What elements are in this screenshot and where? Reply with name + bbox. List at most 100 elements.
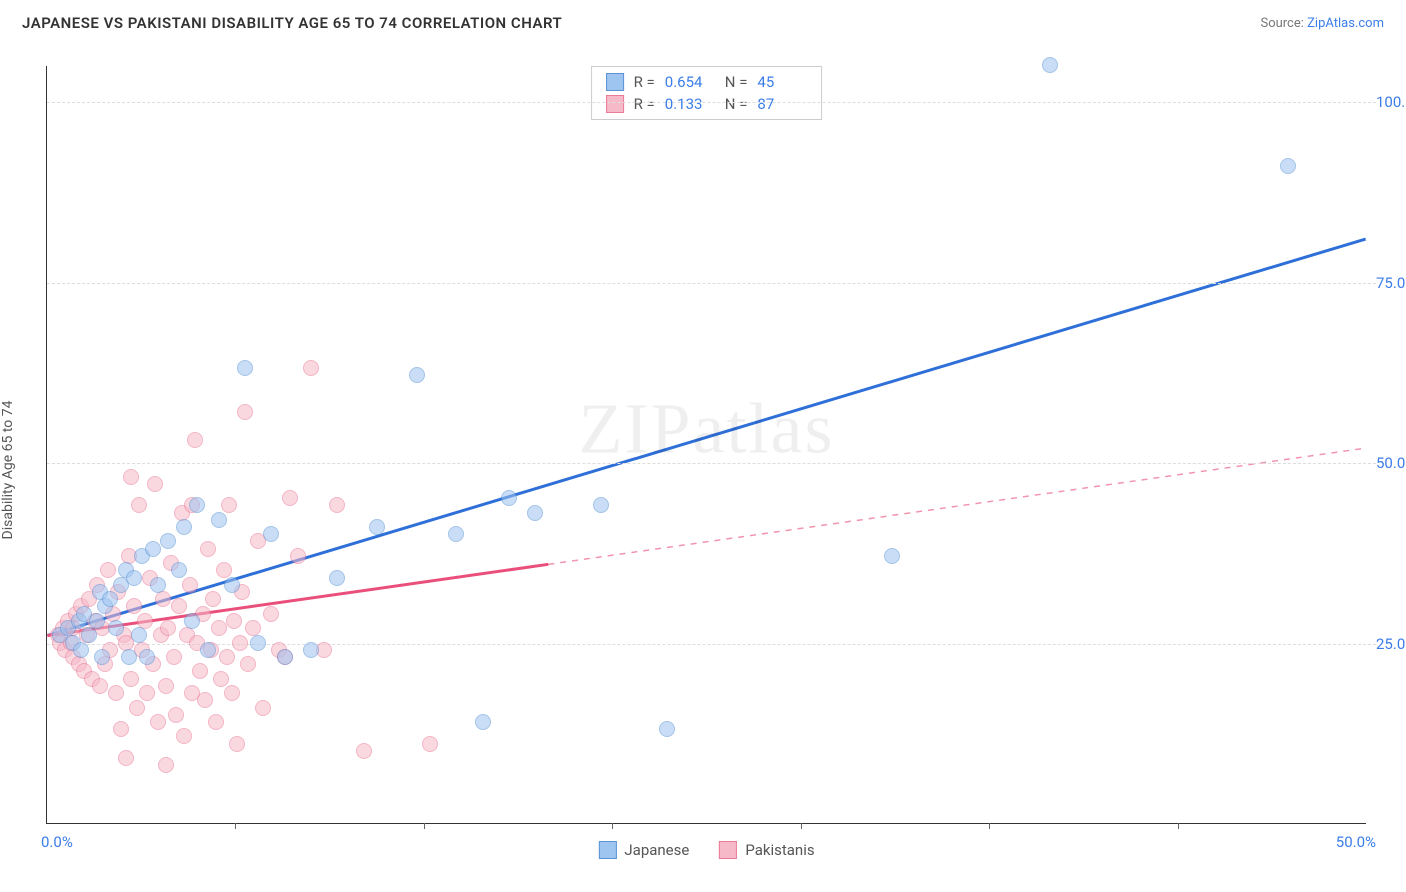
data-point: [232, 635, 248, 651]
data-point: [290, 548, 306, 564]
data-point: [131, 627, 147, 643]
data-point: [118, 750, 134, 766]
data-point: [176, 728, 192, 744]
data-point: [147, 476, 163, 492]
data-point: [1042, 57, 1058, 73]
data-point: [150, 714, 166, 730]
data-point: [81, 627, 97, 643]
data-point: [659, 721, 675, 737]
y-tick-label: 50.0%: [1376, 454, 1406, 472]
data-point: [121, 649, 137, 665]
x-minor-tick: [235, 823, 236, 829]
data-point: [129, 700, 145, 716]
data-point: [155, 591, 171, 607]
data-point: [237, 404, 253, 420]
data-point: [108, 685, 124, 701]
data-point: [200, 541, 216, 557]
gridline-h: [47, 102, 1376, 103]
data-point: [303, 642, 319, 658]
data-point: [160, 620, 176, 636]
legend-label: Pakistanis: [745, 841, 814, 859]
series-legend: Japanese Pakistanis: [598, 841, 814, 859]
data-point: [158, 757, 174, 773]
data-point: [229, 736, 245, 752]
n-value: 45: [757, 73, 807, 91]
data-point: [73, 642, 89, 658]
data-point: [255, 700, 271, 716]
data-point: [89, 613, 105, 629]
data-point: [208, 714, 224, 730]
data-point: [102, 591, 118, 607]
gridline-h: [47, 463, 1376, 464]
data-point: [171, 598, 187, 614]
data-point: [224, 577, 240, 593]
data-point: [187, 432, 203, 448]
data-point: [369, 519, 385, 535]
x-tick-label: 0.0%: [41, 833, 73, 851]
data-point: [200, 642, 216, 658]
legend-label: Japanese: [624, 841, 689, 859]
trend-lines: [47, 66, 1366, 823]
legend-swatch: [606, 95, 624, 113]
data-point: [303, 360, 319, 376]
data-point: [277, 649, 293, 665]
data-point: [94, 649, 110, 665]
data-point: [263, 606, 279, 622]
data-point: [240, 656, 256, 672]
data-point: [197, 692, 213, 708]
plot-region: ZIPatlas R =0.654N =45R =0.133N =87 Japa…: [46, 66, 1366, 824]
data-point: [182, 577, 198, 593]
x-tick-label: 50.0%: [1336, 833, 1376, 851]
legend-item: Pakistanis: [719, 841, 814, 859]
data-point: [108, 620, 124, 636]
data-point: [527, 505, 543, 521]
legend-swatch: [719, 841, 737, 859]
y-tick-label: 100.0%: [1376, 93, 1406, 111]
data-point: [422, 736, 438, 752]
data-point: [126, 598, 142, 614]
legend-swatch: [598, 841, 616, 859]
chart-area: Disability Age 65 to 74 ZIPatlas R =0.65…: [0, 48, 1406, 892]
data-point: [145, 541, 161, 557]
data-point: [166, 649, 182, 665]
chart-title: JAPANESE VS PAKISTANI DISABILITY AGE 65 …: [22, 14, 562, 32]
data-point: [123, 469, 139, 485]
data-point: [593, 497, 609, 513]
x-minor-tick: [612, 823, 613, 829]
r-value: 0.654: [665, 73, 715, 91]
data-point: [160, 533, 176, 549]
data-point: [139, 685, 155, 701]
data-point: [189, 497, 205, 513]
data-point: [884, 548, 900, 564]
data-point: [409, 367, 425, 383]
data-point: [123, 671, 139, 687]
correlation-legend: R =0.654N =45R =0.133N =87: [591, 66, 823, 120]
data-point: [237, 360, 253, 376]
data-point: [263, 526, 279, 542]
data-point: [282, 490, 298, 506]
y-axis-label: Disability Age 65 to 74: [0, 401, 16, 540]
data-point: [158, 678, 174, 694]
r-value: 0.133: [665, 95, 715, 113]
data-point: [168, 707, 184, 723]
data-point: [250, 635, 266, 651]
y-tick-label: 75.0%: [1376, 274, 1406, 292]
data-point: [221, 497, 237, 513]
data-point: [329, 497, 345, 513]
x-minor-tick: [424, 823, 425, 829]
data-point: [1280, 158, 1296, 174]
data-point: [92, 678, 108, 694]
data-point: [448, 526, 464, 542]
data-point: [226, 613, 242, 629]
data-point: [139, 649, 155, 665]
source-link[interactable]: ZipAtlas.com: [1307, 16, 1384, 31]
data-point: [475, 714, 491, 730]
data-point: [150, 577, 166, 593]
legend-item: Japanese: [598, 841, 689, 859]
y-tick-label: 25.0%: [1376, 635, 1406, 653]
data-point: [192, 663, 208, 679]
data-point: [184, 613, 200, 629]
data-point: [219, 649, 235, 665]
data-point: [211, 512, 227, 528]
x-minor-tick: [801, 823, 802, 829]
